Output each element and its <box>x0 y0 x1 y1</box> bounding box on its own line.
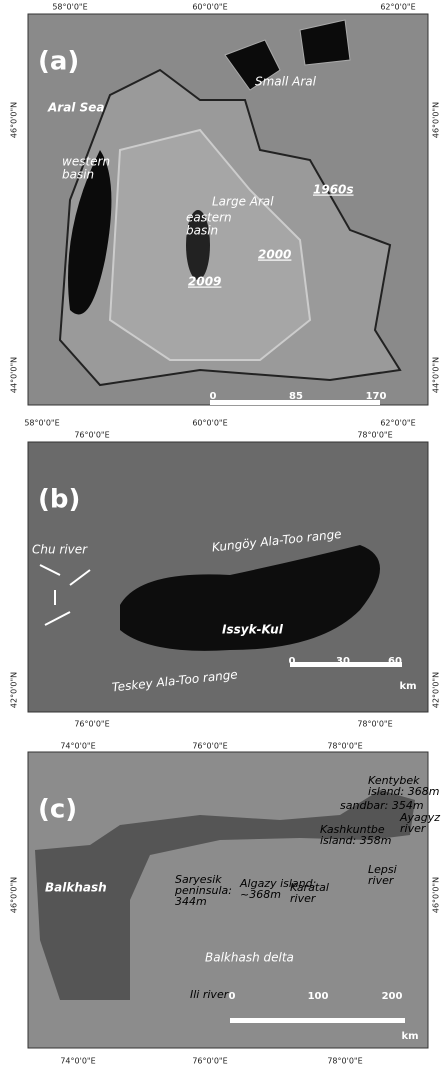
longitude-label: 58°0'0"E <box>52 3 87 12</box>
scale-unit: km <box>401 1031 418 1042</box>
latitude-label: 46°0'0"N <box>10 102 19 138</box>
annotation: ~368m <box>240 888 281 901</box>
longitude-label: 58°0'0"E <box>24 419 59 428</box>
latitude-label: 44°0'0"N <box>432 357 441 393</box>
annotation: Small Aral <box>255 75 317 89</box>
longitude-label: 62°0'0"E <box>380 3 415 12</box>
longitude-label: 78°0'0"E <box>327 742 362 751</box>
annotation: eastern <box>186 211 232 225</box>
annotation: 344m <box>175 895 207 908</box>
longitude-label: 78°0'0"E <box>357 431 392 440</box>
figure: (a) 58°0'0"E 60°0'0"E 62°0'0"E 58°0'0"E 60°0'… <box>0 0 444 1064</box>
scale-tick-label: 170 <box>366 391 387 402</box>
annotation: island: 358m <box>320 834 391 847</box>
annotation: 2009 <box>188 275 221 289</box>
annotation: river <box>290 892 317 905</box>
annotation: Aral Sea <box>47 101 104 115</box>
annotation: Balkhash <box>45 881 107 895</box>
annotation: Chu river <box>32 543 88 557</box>
latitude-label: 46°0'0"N <box>10 877 19 913</box>
latitude-label: 42°0'0"N <box>10 672 19 708</box>
panel-label: (a) <box>38 47 79 77</box>
scale-tick-label: 0 <box>210 391 217 402</box>
longitude-label: 74°0'0"E <box>60 742 95 751</box>
scale-bar <box>230 1018 405 1023</box>
longitude-label: 74°0'0"E <box>60 1057 95 1065</box>
annotation: Issyk-Kul <box>222 623 284 637</box>
scale-tick-label: 0 <box>289 656 296 667</box>
scale-tick-label: 0 <box>229 991 236 1002</box>
scale-tick-label: 60 <box>388 656 402 667</box>
latitude-label: 42°0'0"N <box>432 672 441 708</box>
panel-label: (b) <box>38 485 80 515</box>
longitude-label: 76°0'0"E <box>192 1057 227 1065</box>
annotation: basin <box>62 168 94 182</box>
latitude-label: 46°0'0"N <box>432 877 441 913</box>
longitude-label: 78°0'0"E <box>357 720 392 729</box>
annotation: Balkhash delta <box>205 951 294 965</box>
annotation: 2000 <box>258 248 291 262</box>
annotation: western <box>62 155 110 169</box>
annotation: river <box>400 822 427 835</box>
longitude-label: 78°0'0"E <box>327 1057 362 1065</box>
scale-unit: km <box>399 411 416 422</box>
longitude-label: 76°0'0"E <box>192 742 227 751</box>
scale-tick-label: 30 <box>336 656 350 667</box>
longitude-label: 60°0'0"E <box>192 3 227 12</box>
longitude-label: 76°0'0"E <box>74 720 109 729</box>
annotation: island: 368m <box>368 785 439 798</box>
annotation: 1960s <box>313 183 354 197</box>
annotation: river <box>368 874 395 887</box>
scale-tick-label: 85 <box>289 391 303 402</box>
longitude-label: 76°0'0"E <box>74 431 109 440</box>
scale-unit: km <box>399 681 416 692</box>
scale-tick-label: 100 <box>308 991 329 1002</box>
panel-label: (c) <box>38 795 77 825</box>
annotation: Ili river <box>190 988 230 1001</box>
annotation: basin <box>186 224 218 238</box>
latitude-label: 46°0'0"N <box>432 102 441 138</box>
longitude-label: 60°0'0"E <box>192 419 227 428</box>
scale-tick-label: 200 <box>382 991 403 1002</box>
latitude-label: 44°0'0"N <box>10 357 19 393</box>
annotation: Large Aral <box>212 195 274 209</box>
